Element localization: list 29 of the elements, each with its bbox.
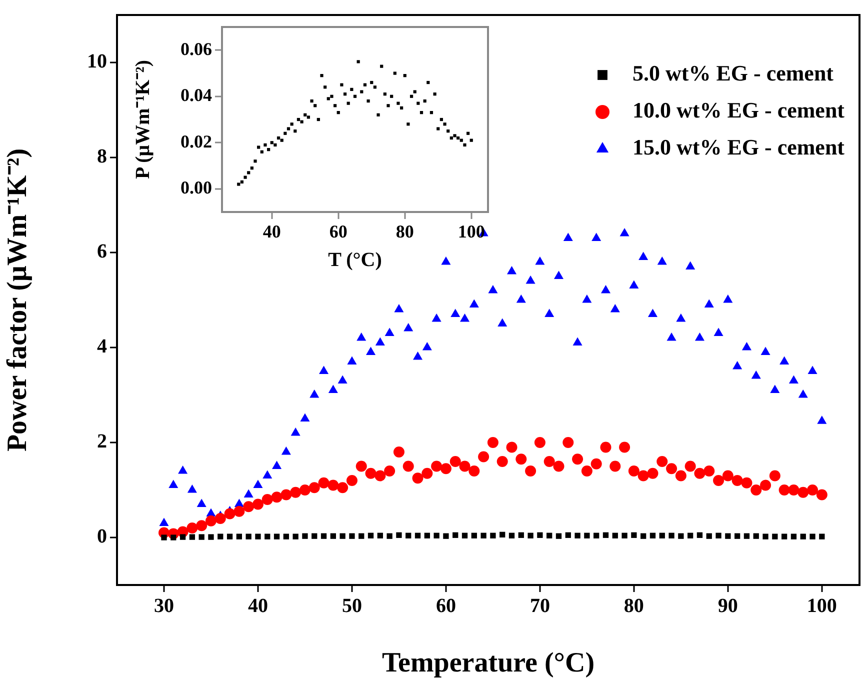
x-tick-label: 40 (262, 221, 281, 242)
x-tick-label: 100 (806, 595, 837, 618)
x-tick-label: 80 (624, 595, 644, 618)
x-tick-label: 100 (458, 221, 485, 242)
legend-label: 15.0 wt% EG - cement (632, 134, 846, 160)
x-tick-label: 60 (436, 595, 456, 618)
y-tick-label: 0.00 (180, 178, 212, 198)
y-tick-label: 0.06 (180, 38, 212, 59)
y-tick-label: 2 (97, 430, 107, 453)
x-tick-label: 80 (396, 221, 414, 242)
x-tick-label: 40 (248, 595, 268, 618)
y-axis-title: P (μWm⁻¹K⁻²) (132, 60, 154, 179)
y-tick-label: 10 (87, 50, 107, 73)
y-tick-label: 4 (97, 336, 107, 358)
y-axis-title: Power factor (μWm⁻¹K⁻²) (2, 148, 34, 452)
y-tick-label: 0 (97, 526, 107, 548)
x-tick-label: 70 (530, 595, 550, 618)
legend-label: 5.0 wt% EG - cement (632, 60, 834, 86)
y-tick-label: 6 (97, 240, 107, 263)
legend-label: 10.0 wt% EG - cement (632, 98, 846, 123)
y-tick-label: 0.04 (180, 85, 212, 106)
x-tick-label: 60 (329, 221, 348, 242)
x-axis-title: Temperature (°C) (382, 647, 595, 678)
x-tick-label: 90 (718, 595, 738, 618)
x-tick-label: 50 (342, 595, 362, 618)
y-tick-label: 0.02 (180, 131, 212, 152)
x-axis-title: T (°C) (328, 249, 382, 272)
x-tick-label: 30 (154, 595, 174, 618)
y-tick-label: 8 (97, 146, 107, 168)
